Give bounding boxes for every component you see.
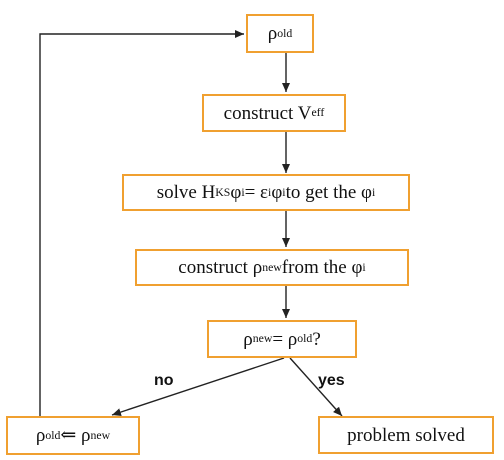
check-text-2: = ρ (272, 328, 298, 350)
check-sub-2: old (297, 332, 313, 346)
arrow-loop-back (39, 30, 244, 416)
solve-sub-4: i (282, 185, 286, 199)
rho-old-box: ρ old (246, 14, 314, 53)
rho-new-sub-2: i (362, 260, 366, 274)
check-text-3: ? (312, 328, 321, 350)
arrow-check-to-update (111, 357, 285, 416)
rho-new-text-1: construct ρ (178, 257, 263, 278)
construct-veff-text: construct V (223, 102, 312, 124)
update-text-1: ρ (35, 425, 46, 446)
solve-text-2: φ (230, 182, 242, 203)
yes-label: yes (318, 372, 345, 389)
convergence-check-box: ρ new = ρ old ? (207, 320, 357, 358)
solve-text-5: to get the φ (285, 182, 372, 203)
density-update-box: ρ old ⇐ ρ new (6, 416, 140, 455)
update-sub-2: new (90, 428, 111, 442)
solve-text-3: = ε (244, 182, 269, 203)
solve-sub-3: i (268, 185, 272, 199)
rho-symbol: ρ (267, 23, 278, 44)
rho-old-subscript: old (277, 26, 293, 40)
no-label: no (154, 372, 174, 389)
problem-solved-text: problem solved (347, 424, 465, 446)
rho-new-sub-1: new (262, 260, 282, 274)
check-sub-1: new (252, 332, 273, 346)
solve-text-4: φ (271, 182, 283, 203)
solve-sub-5: i (372, 185, 376, 199)
arrow-check-to-done (289, 357, 343, 417)
solve-sub-1: KS (215, 185, 231, 199)
check-text-1: ρ (243, 328, 253, 350)
solve-sub-2: i (241, 185, 245, 199)
problem-solved-box: problem solved (318, 416, 494, 454)
update-text-2: ⇐ ρ (60, 425, 91, 446)
veff-subscript: eff (311, 106, 325, 120)
solve-text-1: solve H (156, 182, 216, 203)
rho-new-text-2: from the φ (281, 257, 363, 278)
update-sub-1: old (45, 428, 61, 442)
